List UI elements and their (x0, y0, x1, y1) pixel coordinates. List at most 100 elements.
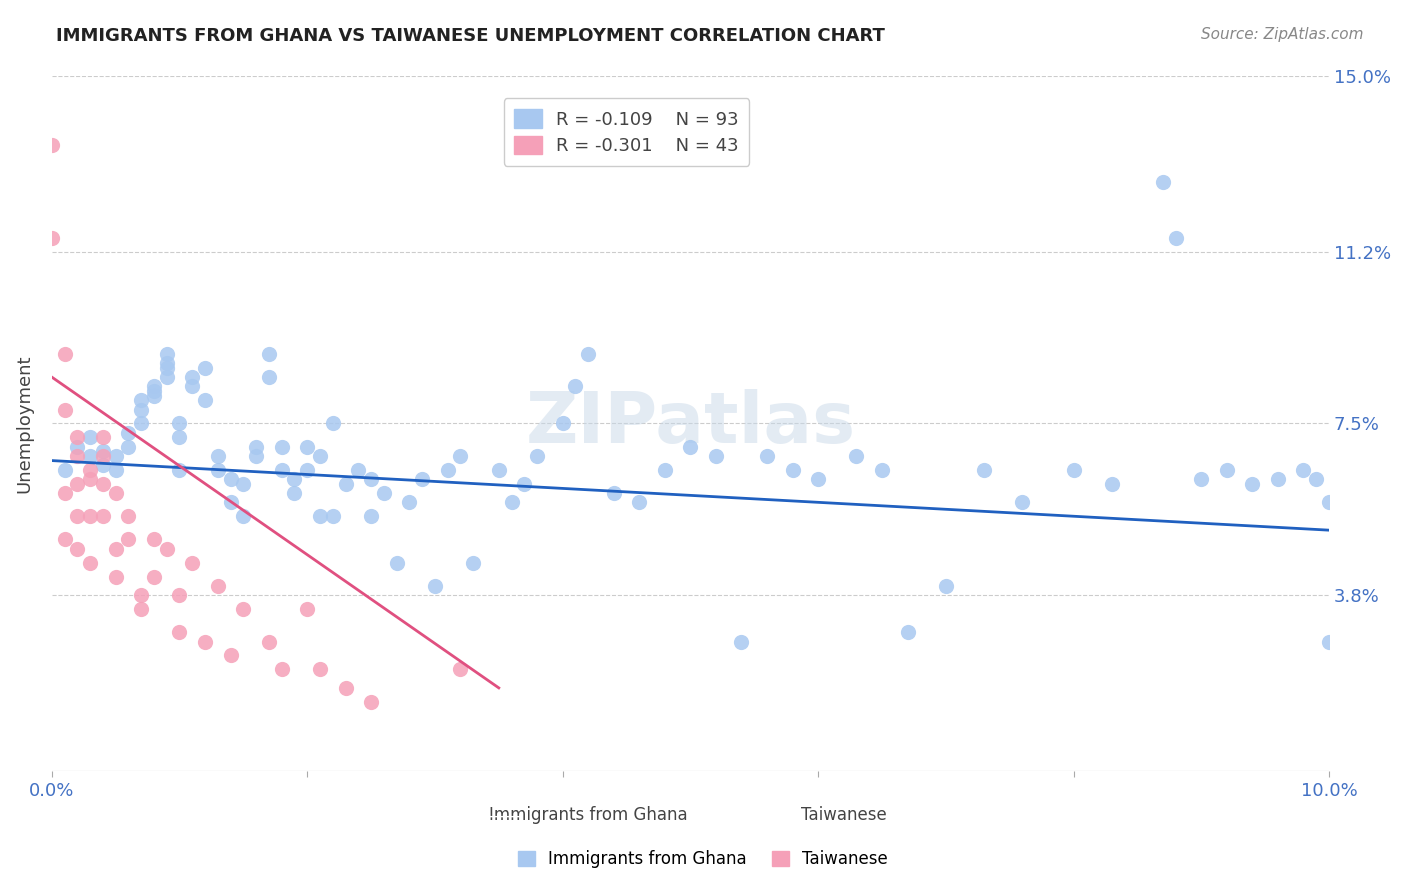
Point (79, 509, 101, 524)
Y-axis label: Unemployment: Unemployment (15, 354, 32, 492)
Point (53, 463, 76, 477)
Point (845, 449, 868, 463)
Point (450, 449, 472, 463)
Legend: Immigrants from Ghana, Taiwanese: Immigrants from Ghana, Taiwanese (512, 844, 894, 875)
Point (79, 463, 101, 477)
Point (194, 634, 217, 648)
Point (896, 625, 918, 640)
Point (169, 588, 191, 602)
Point (232, 476, 254, 491)
Point (347, 463, 370, 477)
Point (104, 569, 127, 583)
Point (91, 458, 114, 473)
Point (526, 449, 548, 463)
Point (807, 472, 830, 486)
Point (870, 463, 893, 477)
Point (450, 662, 472, 676)
Point (501, 495, 523, 509)
Text: IMMIGRANTS FROM GHANA VS TAIWANESE UNEMPLOYMENT CORRELATION CHART: IMMIGRANTS FROM GHANA VS TAIWANESE UNEMP… (56, 27, 886, 45)
Point (53, 486, 76, 500)
Point (41, 231, 63, 245)
Point (53, 347, 76, 361)
Point (245, 440, 267, 454)
Point (245, 449, 267, 463)
Point (169, 430, 191, 444)
Point (730, 634, 752, 648)
Point (257, 370, 280, 384)
Point (423, 579, 446, 593)
Point (79, 449, 101, 463)
Point (360, 472, 382, 486)
Point (322, 509, 344, 524)
Point (91, 430, 114, 444)
Point (309, 662, 332, 676)
Point (679, 440, 702, 454)
Point (1011, 495, 1033, 509)
Point (219, 495, 242, 509)
Point (104, 449, 127, 463)
Point (309, 509, 332, 524)
Point (79, 472, 101, 486)
Point (41, 138, 63, 153)
Point (1216, 463, 1239, 477)
Point (270, 662, 292, 676)
Point (156, 370, 179, 384)
Point (463, 556, 485, 570)
Point (104, 541, 127, 556)
Point (1241, 476, 1264, 491)
Point (295, 602, 318, 616)
Text: Source: ZipAtlas.com: Source: ZipAtlas.com (1201, 27, 1364, 42)
Point (117, 509, 139, 524)
Point (704, 449, 727, 463)
Point (335, 681, 357, 695)
Point (91, 509, 114, 524)
Point (398, 495, 420, 509)
Point (142, 569, 165, 583)
Point (142, 384, 165, 398)
Point (782, 463, 804, 477)
Point (488, 463, 510, 477)
Point (117, 533, 139, 547)
Point (270, 440, 292, 454)
Point (935, 579, 957, 593)
Point (156, 356, 179, 370)
Point (360, 509, 382, 524)
Point (207, 579, 229, 593)
Point (1305, 472, 1327, 486)
Point (1063, 463, 1085, 477)
Point (181, 370, 204, 384)
Point (628, 495, 651, 509)
Point (564, 379, 586, 393)
Point (436, 463, 458, 477)
Point (104, 486, 127, 500)
Point (373, 486, 395, 500)
Text: Immigrants from Ghana: Immigrants from Ghana (489, 806, 688, 824)
Point (270, 463, 292, 477)
Point (360, 695, 382, 709)
Point (169, 463, 191, 477)
Point (79, 556, 101, 570)
Text: ZIPatlas: ZIPatlas (526, 389, 855, 458)
Point (322, 417, 344, 431)
Point (756, 449, 779, 463)
Point (513, 476, 536, 491)
Point (129, 602, 152, 616)
Point (129, 417, 152, 431)
Point (91, 476, 114, 491)
Point (335, 476, 357, 491)
Point (295, 440, 318, 454)
Point (1317, 495, 1340, 509)
Point (129, 402, 152, 417)
Point (66, 449, 89, 463)
Point (219, 472, 242, 486)
Point (295, 463, 318, 477)
Point (129, 588, 152, 602)
Point (551, 417, 574, 431)
Point (91, 449, 114, 463)
Point (654, 463, 676, 477)
Point (232, 509, 254, 524)
Point (181, 379, 204, 393)
Point (576, 347, 599, 361)
Point (104, 463, 127, 477)
Point (66, 476, 89, 491)
